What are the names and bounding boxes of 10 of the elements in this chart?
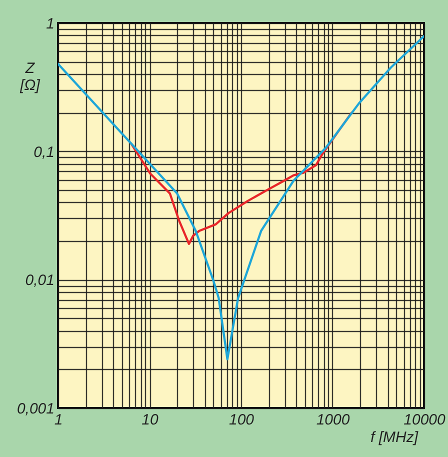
x-axis-title: f [MHz] bbox=[370, 429, 419, 446]
y-tick-label: 0,01 bbox=[25, 272, 54, 290]
y-tick-label: 0,001 bbox=[16, 400, 54, 418]
y-axis-title: Z [Ω] bbox=[19, 60, 41, 94]
x-tick-label: 1000 bbox=[316, 412, 350, 428]
x-tick-label: 100 bbox=[228, 412, 255, 428]
y-tick-label: 0,1 bbox=[34, 144, 54, 161]
y-tick-label: 1 bbox=[46, 16, 54, 32]
x-tick-label: 10000 bbox=[404, 412, 446, 428]
x-tick-label: 10 bbox=[142, 412, 159, 428]
